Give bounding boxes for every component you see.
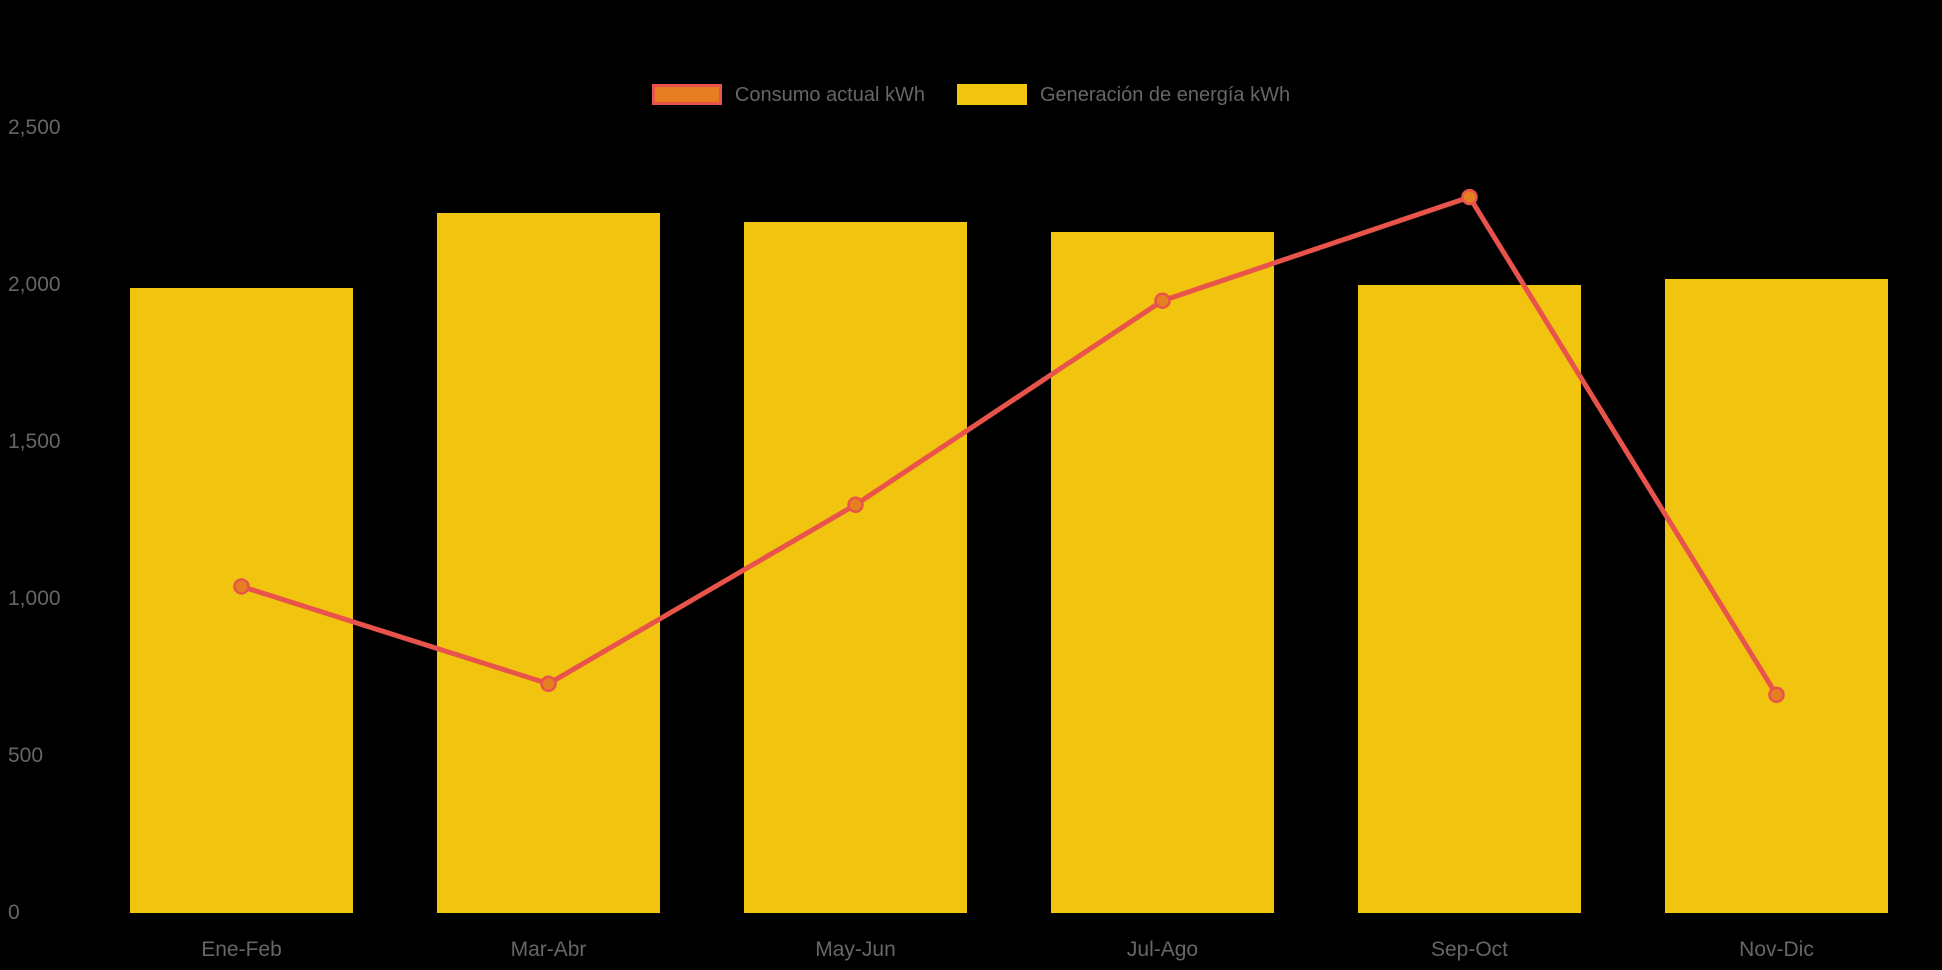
x-tick-label-jul-ago: Jul-Ago (1126, 938, 1199, 961)
legend-label-generacion: Generación de energía kWh (1039, 83, 1291, 106)
y-tick-label: 2,500 (8, 116, 61, 139)
x-tick-label-nov-dic: Nov-Dic (1739, 938, 1814, 961)
bar-nov-dic[interactable] (1665, 278, 1888, 913)
x-tick-label-mar-abr: Mar-Abr (510, 938, 587, 961)
y-tick-label: 1,500 (8, 430, 61, 453)
bar-sep-oct[interactable] (1358, 285, 1581, 913)
y-tick-label: 1,000 (8, 587, 61, 610)
consumo-point-nov-dic[interactable] (1768, 686, 1785, 704)
consumo-point-ene-feb[interactable] (233, 578, 250, 595)
consumo-point-jul-ago[interactable] (1154, 292, 1171, 309)
consumo-point-may-jun[interactable] (847, 496, 864, 514)
x-tick-label-may-jun: May-Jun (815, 938, 896, 961)
x-tick-label-ene-feb: Ene-Feb (201, 938, 282, 961)
y-tick-label: 500 (8, 744, 44, 767)
y-tick-label: 2,000 (8, 273, 61, 296)
consumo-point-sep-oct[interactable] (1461, 188, 1478, 206)
legend-item-consumo[interactable]: Consumo actual kWh (651, 83, 925, 106)
y-tick-label: 0 (8, 901, 20, 924)
chart-legend: Consumo actual kWh Generación de energía… (0, 84, 1942, 105)
bar-ene-feb[interactable] (130, 288, 353, 913)
legend-item-generacion[interactable]: Generación de energía kWh (956, 83, 1291, 106)
consumo-point-mar-abr[interactable] (540, 675, 557, 693)
x-tick-label-sep-oct: Sep-Oct (1430, 938, 1509, 961)
legend-label-consumo: Consumo actual kWh (734, 83, 925, 106)
bar-may-jun[interactable] (744, 222, 967, 913)
bar-jul-ago[interactable] (1051, 231, 1274, 913)
legend-swatch-consumo (651, 84, 722, 105)
consumo-line (239, 194, 1779, 698)
bar-mar-abr[interactable] (437, 212, 660, 913)
legend-swatch-generacion (956, 84, 1027, 105)
